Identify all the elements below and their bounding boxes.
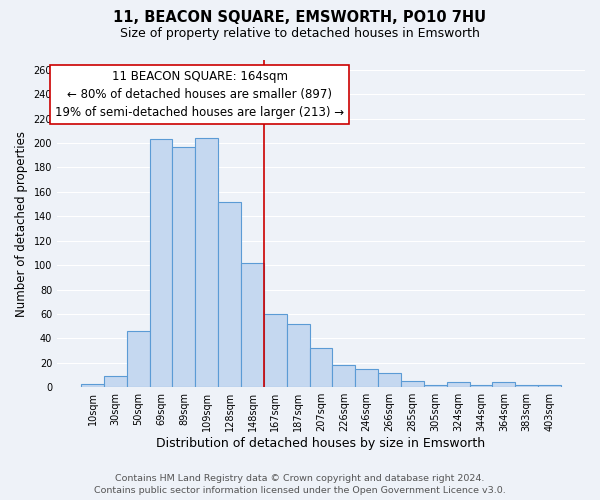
- Bar: [127, 331, 149, 387]
- Bar: [218, 202, 241, 387]
- Text: 11 BEACON SQUARE: 164sqm
← 80% of detached houses are smaller (897)
19% of semi-: 11 BEACON SQUARE: 164sqm ← 80% of detach…: [55, 70, 344, 119]
- Bar: [81, 384, 104, 387]
- Bar: [104, 376, 127, 387]
- Bar: [287, 324, 310, 387]
- Text: Contains HM Land Registry data © Crown copyright and database right 2024.
Contai: Contains HM Land Registry data © Crown c…: [94, 474, 506, 495]
- Bar: [332, 365, 355, 387]
- Bar: [470, 385, 493, 387]
- Bar: [241, 262, 264, 387]
- Bar: [447, 382, 470, 387]
- Y-axis label: Number of detached properties: Number of detached properties: [15, 130, 28, 316]
- Bar: [378, 372, 401, 387]
- Bar: [515, 385, 538, 387]
- Bar: [538, 385, 561, 387]
- Bar: [196, 138, 218, 387]
- X-axis label: Distribution of detached houses by size in Emsworth: Distribution of detached houses by size …: [157, 437, 485, 450]
- Bar: [355, 369, 378, 387]
- Text: Size of property relative to detached houses in Emsworth: Size of property relative to detached ho…: [120, 28, 480, 40]
- Bar: [401, 381, 424, 387]
- Bar: [264, 314, 287, 387]
- Bar: [172, 146, 196, 387]
- Bar: [149, 140, 172, 387]
- Bar: [310, 348, 332, 387]
- Bar: [424, 385, 447, 387]
- Text: 11, BEACON SQUARE, EMSWORTH, PO10 7HU: 11, BEACON SQUARE, EMSWORTH, PO10 7HU: [113, 10, 487, 25]
- Bar: [493, 382, 515, 387]
